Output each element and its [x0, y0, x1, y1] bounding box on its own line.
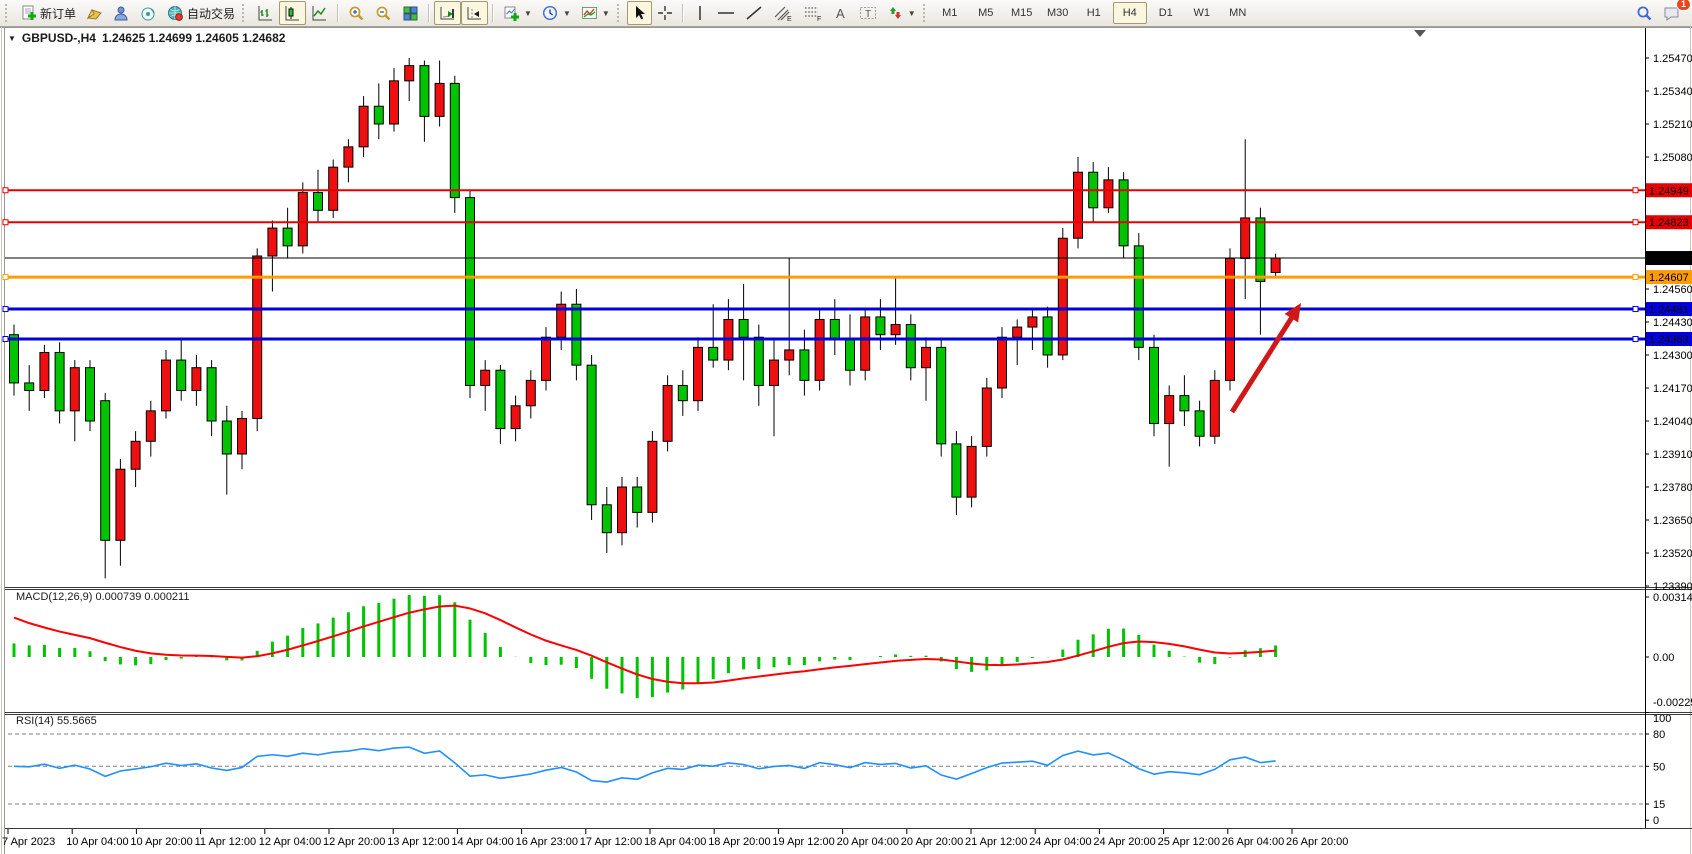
- symbol-period-label: GBPUSD-,H4: [21, 31, 96, 45]
- vertical-line-button[interactable]: [688, 1, 712, 25]
- svg-text:T: T: [865, 9, 871, 20]
- text-icon: A: [836, 6, 845, 21]
- toolbar-grip[interactable]: [5, 4, 11, 22]
- candlestick-chart-button[interactable]: [279, 1, 307, 25]
- chart-shift-button[interactable]: [461, 1, 489, 25]
- auto-trading-button[interactable]: 自动交易: [162, 1, 240, 25]
- toolbar-grip[interactable]: [616, 4, 623, 22]
- chat-badge: 1: [1675, 0, 1691, 11]
- bar-chart-icon: [258, 5, 273, 20]
- profile-button[interactable]: [108, 1, 135, 25]
- chart-ohlc-title: ▼ GBPUSD-,H4 1.24625 1.24699 1.24605 1.2…: [8, 31, 285, 45]
- symbol-dropdown-icon[interactable]: ▼: [8, 33, 16, 43]
- signal-button[interactable]: [135, 1, 162, 25]
- trendline-icon: [746, 6, 762, 20]
- toolbar-separator: [681, 4, 684, 22]
- dropdown-caret-icon: ▼: [907, 8, 916, 18]
- zoom-in-icon: [349, 6, 364, 20]
- timeframe-button-D1[interactable]: D1: [1158, 7, 1173, 19]
- line-chart-button[interactable]: [306, 1, 333, 25]
- svg-text:A: A: [836, 6, 845, 21]
- auto-scroll-button[interactable]: [434, 1, 462, 25]
- periods-button[interactable]: ▼: [537, 1, 576, 25]
- chart-shift-icon: [467, 6, 482, 19]
- search-button[interactable]: [1631, 1, 1658, 25]
- auto-scroll-icon: [440, 6, 455, 19]
- timeframe-button-M30[interactable]: M30: [1047, 7, 1069, 19]
- tile-windows-button[interactable]: [397, 1, 424, 25]
- horizontal-line-icon: [717, 12, 734, 14]
- text-label-button[interactable]: T: [854, 1, 882, 25]
- timeframe-button-H4[interactable]: H4: [1112, 2, 1147, 24]
- chat-button[interactable]: 1: [1658, 0, 1691, 25]
- line-chart-icon: [312, 5, 327, 20]
- add-indicator-icon: [504, 6, 520, 21]
- new-order-icon: [22, 5, 36, 20]
- fibonacci-icon: F: [804, 6, 821, 22]
- timeframe-button-MN[interactable]: MN: [1229, 7, 1247, 19]
- indicators-button[interactable]: ▼: [498, 1, 537, 25]
- toolbar: 新订单 自动交易: [0, 0, 1692, 27]
- horizontal-line-button[interactable]: [712, 1, 740, 25]
- text-button[interactable]: A: [828, 1, 854, 25]
- person-icon: [114, 6, 128, 20]
- svg-text:E: E: [787, 16, 792, 22]
- new-order-label: 新订单: [40, 6, 77, 21]
- ohlc-values: 1.24625 1.24699 1.24605 1.24682: [101, 31, 286, 45]
- tile-windows-icon: [403, 6, 418, 20]
- timeframe-button-M5[interactable]: M5: [978, 7, 994, 19]
- dropdown-caret-icon: ▼: [601, 8, 610, 18]
- vertical-line-icon: [699, 6, 701, 20]
- toolbar-separator: [492, 4, 495, 22]
- clock-icon: [542, 5, 557, 20]
- macd-label: MACD(12,26,9) 0.000739 0.000211: [16, 591, 190, 603]
- globe-icon: [168, 5, 183, 21]
- trendline-button[interactable]: [740, 1, 768, 25]
- chart-area[interactable]: ▼ GBPUSD-,H4 1.24625 1.24699 1.24605 1.2…: [0, 27, 1692, 854]
- search-icon: [1637, 6, 1652, 20]
- text-label-icon: T: [859, 7, 876, 20]
- bar-chart-button[interactable]: [252, 1, 279, 25]
- templates-button[interactable]: ▼: [576, 1, 615, 25]
- toolbar-separator: [337, 4, 340, 22]
- arrows-icon: [889, 7, 901, 19]
- timeframe-button-W1[interactable]: W1: [1193, 7, 1210, 19]
- zoom-out-button[interactable]: [370, 1, 397, 25]
- zoom-in-button[interactable]: [343, 1, 370, 25]
- template-chart-icon: [581, 6, 597, 19]
- signal-icon: [141, 7, 155, 20]
- dropdown-caret-icon: ▼: [562, 8, 571, 18]
- crosshair-icon: [657, 6, 672, 20]
- fibonacci-button[interactable]: F: [798, 1, 828, 25]
- arrows-button[interactable]: ▼: [882, 1, 921, 25]
- zoom-out-icon: [376, 6, 391, 20]
- timeframe-button-M1[interactable]: M1: [942, 7, 958, 19]
- timeframe-button-M15[interactable]: M15: [1011, 7, 1033, 19]
- auto-trading-label: 自动交易: [187, 6, 236, 21]
- timeframe-group: M1 M5 M15 M30 H1 H4 D1 W1 MN: [933, 2, 1255, 24]
- toolbar-grip[interactable]: [242, 4, 248, 22]
- svg-text:F: F: [817, 16, 821, 22]
- toolbar-separator: [428, 4, 431, 22]
- channel-icon: E: [774, 6, 792, 22]
- cursor-arrow-icon: [635, 6, 645, 20]
- equidistant-channel-button[interactable]: E: [768, 1, 798, 25]
- crosshair-button[interactable]: [652, 1, 678, 25]
- dropdown-caret-icon: ▼: [524, 8, 532, 18]
- rsi-label: RSI(14) 55.5665: [16, 715, 97, 727]
- cursor-button[interactable]: [626, 1, 652, 25]
- new-order-button[interactable]: 新订单: [15, 1, 81, 25]
- candlestick-chart-icon: [285, 5, 300, 20]
- timeframe-button-H1[interactable]: H1: [1086, 7, 1101, 19]
- styles-button[interactable]: [81, 1, 108, 25]
- gold-ingot-icon: [86, 8, 102, 20]
- toolbar-grip[interactable]: [922, 4, 929, 22]
